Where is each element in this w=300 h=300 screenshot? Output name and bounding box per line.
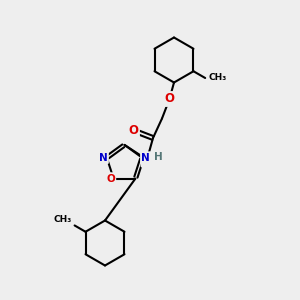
Text: H: H [154, 152, 163, 162]
Text: CH₃: CH₃ [53, 215, 72, 224]
Text: CH₃: CH₃ [209, 74, 227, 82]
Text: N: N [142, 153, 152, 166]
Text: N: N [141, 153, 150, 163]
Text: O: O [164, 92, 175, 106]
Text: O: O [128, 124, 139, 137]
Text: O: O [106, 173, 115, 184]
Text: N: N [99, 153, 108, 163]
